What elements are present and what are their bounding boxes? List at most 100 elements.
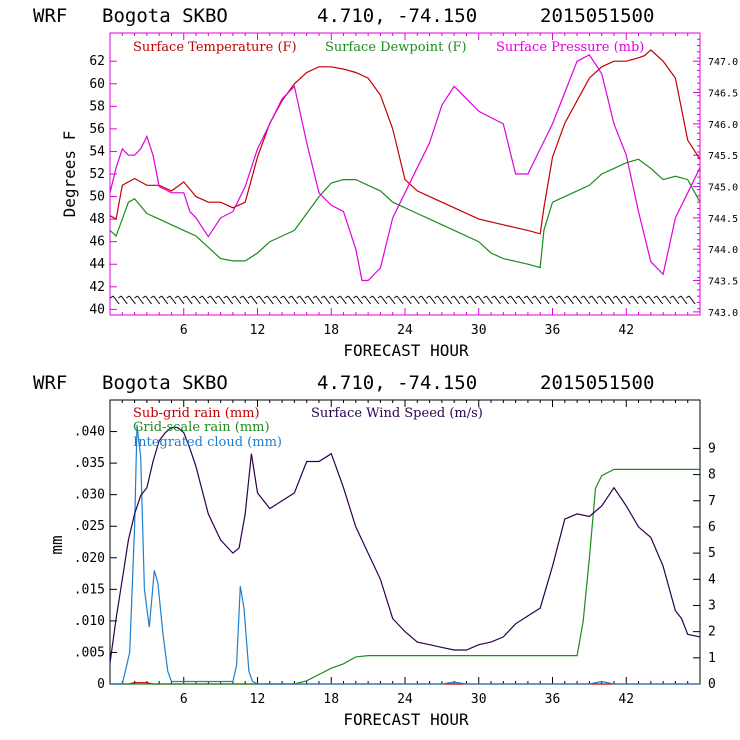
wind-barb-flag [669, 295, 674, 299]
panel-1-header: WRF Bogota SKBO 4.710, -74.150 201505150… [33, 5, 654, 27]
wind-barb [120, 295, 128, 305]
wind-barb-flag [458, 295, 463, 299]
wind-barb-flag [539, 295, 544, 299]
model-label: WRF [33, 5, 67, 27]
panel-1-x-axis-label: FORECAST HOUR [343, 341, 469, 360]
wind-barb-flag [182, 295, 187, 299]
wind-barb [372, 295, 380, 305]
x-tick-label: 12 [250, 323, 266, 338]
wind-barb-flag [499, 295, 503, 299]
legend-gridscale-rain: Grid-scale rain (mm) [133, 420, 270, 435]
legend-surface-wind-speed: Surface Wind Speed (m/s) [311, 406, 483, 421]
legend-surface-temperature: Surface Temperature (F) [133, 40, 297, 55]
y2-tick-label: 744.5 [708, 214, 738, 225]
wind-barb-flag [661, 295, 666, 299]
y-tick-label: 42 [89, 280, 105, 295]
wind-barb-flag [612, 295, 617, 299]
y-tick-label: 0 [97, 677, 105, 692]
wind-barb [161, 295, 169, 305]
y-tick-label: .015 [74, 582, 105, 597]
wind-barb [193, 295, 201, 305]
wind-barb [477, 295, 485, 305]
y-tick-label: .040 [74, 425, 105, 440]
wind-barb-flag [337, 295, 341, 299]
wind-barb-flag [142, 295, 146, 299]
wind-barb [145, 295, 152, 305]
wind-barb [169, 295, 177, 305]
y-tick-label: .010 [74, 614, 105, 629]
surface-pressure-line [109, 54, 701, 282]
wind-barb-flag [442, 295, 447, 299]
wind-barb [299, 295, 307, 305]
y-tick-label: 52 [89, 167, 105, 182]
wind-barb [550, 295, 558, 305]
wind-barb-flag [353, 295, 357, 299]
wind-barb-flag [117, 295, 122, 299]
model-label-2: WRF [33, 372, 67, 394]
station-label-2: Bogota SKBO [102, 372, 228, 394]
wind-barb-flag [231, 295, 236, 299]
x-tick-label: 24 [397, 323, 413, 338]
wind-barb [567, 295, 574, 305]
wind-barb-flag [645, 295, 649, 299]
wind-barb [583, 295, 591, 305]
wind-barb [396, 295, 404, 305]
y2-tick-label: 8 [708, 468, 716, 483]
wind-barb [201, 295, 209, 305]
wind-barb-flag [385, 295, 390, 299]
wind-barb-flag [247, 295, 252, 299]
wind-barb-flag [580, 295, 584, 299]
panel-2-ticks: 6 12 18 24 30 36 420.005.010.015.020.025.030.0… [74, 400, 716, 707]
wind-barb [258, 295, 266, 305]
wind-barb-flag [629, 295, 633, 299]
y2-tick-label: 9 [708, 441, 716, 456]
wind-barb [291, 295, 299, 305]
wind-barb-flag [466, 295, 471, 299]
wind-barb [404, 295, 412, 305]
wind-barb-flag [572, 295, 576, 299]
legend-subgrid-rain: Sub-grid rain (mm) [133, 406, 260, 421]
x-tick-label: 36 [545, 323, 561, 338]
wind-barb-flag [345, 295, 349, 299]
x-tick-label: 30 [471, 323, 487, 338]
wind-barb [591, 295, 599, 305]
wind-barb-flag [620, 295, 625, 299]
legend-surface-dewpoint: Surface Dewpoint (F) [325, 40, 467, 55]
wind-barb-flag [507, 295, 511, 299]
x-tick-label: 18 [323, 323, 339, 338]
wind-barb [599, 295, 607, 305]
wind-barb [242, 295, 250, 305]
wind-barb [461, 295, 469, 305]
wind-barb-flag [637, 295, 641, 299]
x-tick-label: 12 [250, 692, 266, 707]
wind-barb-flag [264, 295, 268, 299]
wind-barb-flag [126, 295, 130, 299]
wind-barb [421, 295, 428, 305]
y2-tick-label: 746.5 [708, 89, 738, 100]
wind-barb-flag [515, 295, 520, 299]
wind-barb-flag [328, 295, 333, 299]
wind-barb [137, 295, 144, 305]
wind-barb-flag [304, 295, 309, 299]
wind-barb-flag [564, 295, 568, 299]
panel-1-ticks: 6 12 18 24 30 36 42 40 42 44 46 48 50 52 54 56 58 60 62 743… [89, 33, 738, 338]
x-tick-label: 30 [471, 692, 487, 707]
wind-barb [445, 295, 453, 305]
y-tick-label: 62 [89, 54, 105, 69]
wind-barb-flag [523, 295, 528, 299]
panel-2-series [109, 425, 701, 685]
wind-barb-flag [190, 295, 195, 299]
wind-barb [672, 295, 680, 305]
panel-2-header: WRF Bogota SKBO 4.710, -74.150 201505150… [33, 372, 654, 394]
y2-tick-label: 4 [708, 572, 716, 587]
wind-barb-flag [280, 295, 284, 299]
wind-barb-flag [588, 295, 593, 299]
wind-barb-flag [150, 295, 154, 299]
wind-barb-flag [199, 295, 203, 299]
y2-tick-label: 2 [708, 625, 716, 640]
wind-barbs [109, 295, 696, 305]
wind-barb-flag [474, 295, 479, 299]
integrated-cloud-line [110, 425, 700, 685]
surface-dewpoint-line [109, 158, 701, 269]
